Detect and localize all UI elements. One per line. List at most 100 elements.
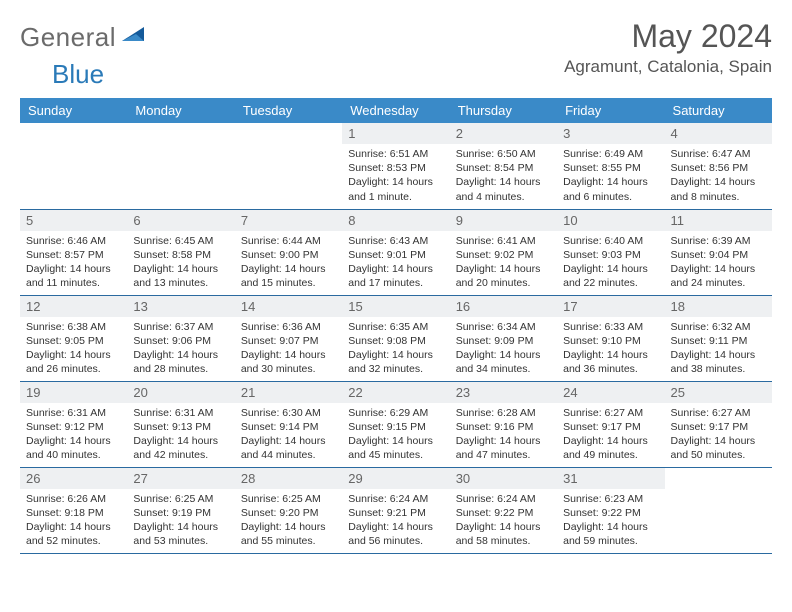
- day-details: Sunrise: 6:36 AMSunset: 9:07 PMDaylight:…: [235, 317, 342, 380]
- calendar-day-cell: 13Sunrise: 6:37 AMSunset: 9:06 PMDayligh…: [127, 295, 234, 381]
- calendar-day-cell: 20Sunrise: 6:31 AMSunset: 9:13 PMDayligh…: [127, 381, 234, 467]
- calendar-day-cell: 21Sunrise: 6:30 AMSunset: 9:14 PMDayligh…: [235, 381, 342, 467]
- day-number: 31: [557, 468, 664, 489]
- weekday-header-row: SundayMondayTuesdayWednesdayThursdayFrid…: [20, 98, 772, 123]
- month-title: May 2024: [564, 18, 772, 55]
- calendar-week-row: ......1Sunrise: 6:51 AMSunset: 8:53 PMDa…: [20, 123, 772, 209]
- weekday-header: Sunday: [20, 98, 127, 123]
- weekday-header: Tuesday: [235, 98, 342, 123]
- calendar-day-cell: 16Sunrise: 6:34 AMSunset: 9:09 PMDayligh…: [450, 295, 557, 381]
- day-number: 24: [557, 382, 664, 403]
- day-details: Sunrise: 6:25 AMSunset: 9:20 PMDaylight:…: [235, 489, 342, 552]
- calendar-day-cell: 29Sunrise: 6:24 AMSunset: 9:21 PMDayligh…: [342, 467, 449, 553]
- day-number: 7: [235, 210, 342, 231]
- calendar-day-cell: 30Sunrise: 6:24 AMSunset: 9:22 PMDayligh…: [450, 467, 557, 553]
- day-number: 28: [235, 468, 342, 489]
- day-details: Sunrise: 6:50 AMSunset: 8:54 PMDaylight:…: [450, 144, 557, 207]
- calendar-day-cell: 6Sunrise: 6:45 AMSunset: 8:58 PMDaylight…: [127, 209, 234, 295]
- day-number: 23: [450, 382, 557, 403]
- day-details: Sunrise: 6:29 AMSunset: 9:15 PMDaylight:…: [342, 403, 449, 466]
- day-number: 2: [450, 123, 557, 144]
- day-number: 3: [557, 123, 664, 144]
- brand-part1: General: [20, 22, 116, 53]
- day-number: 9: [450, 210, 557, 231]
- day-details: Sunrise: 6:30 AMSunset: 9:14 PMDaylight:…: [235, 403, 342, 466]
- calendar-day-cell: 17Sunrise: 6:33 AMSunset: 9:10 PMDayligh…: [557, 295, 664, 381]
- day-details: Sunrise: 6:35 AMSunset: 9:08 PMDaylight:…: [342, 317, 449, 380]
- calendar-week-row: 26Sunrise: 6:26 AMSunset: 9:18 PMDayligh…: [20, 467, 772, 553]
- weekday-header: Monday: [127, 98, 234, 123]
- calendar-day-cell: 7Sunrise: 6:44 AMSunset: 9:00 PMDaylight…: [235, 209, 342, 295]
- day-number: 26: [20, 468, 127, 489]
- calendar-day-cell: 3Sunrise: 6:49 AMSunset: 8:55 PMDaylight…: [557, 123, 664, 209]
- calendar-day-cell: 8Sunrise: 6:43 AMSunset: 9:01 PMDaylight…: [342, 209, 449, 295]
- day-details: Sunrise: 6:46 AMSunset: 8:57 PMDaylight:…: [20, 231, 127, 294]
- brand-triangle-icon: [122, 25, 148, 50]
- day-details: Sunrise: 6:28 AMSunset: 9:16 PMDaylight:…: [450, 403, 557, 466]
- calendar-table: SundayMondayTuesdayWednesdayThursdayFrid…: [20, 98, 772, 554]
- calendar-day-cell: 27Sunrise: 6:25 AMSunset: 9:19 PMDayligh…: [127, 467, 234, 553]
- calendar-day-cell: 22Sunrise: 6:29 AMSunset: 9:15 PMDayligh…: [342, 381, 449, 467]
- day-details: Sunrise: 6:26 AMSunset: 9:18 PMDaylight:…: [20, 489, 127, 552]
- day-number: 15: [342, 296, 449, 317]
- day-number: 29: [342, 468, 449, 489]
- day-number: 11: [665, 210, 772, 231]
- day-number: 1: [342, 123, 449, 144]
- calendar-day-cell: 2Sunrise: 6:50 AMSunset: 8:54 PMDaylight…: [450, 123, 557, 209]
- day-details: Sunrise: 6:25 AMSunset: 9:19 PMDaylight:…: [127, 489, 234, 552]
- location: Agramunt, Catalonia, Spain: [564, 57, 772, 77]
- day-details: Sunrise: 6:31 AMSunset: 9:13 PMDaylight:…: [127, 403, 234, 466]
- day-details: Sunrise: 6:32 AMSunset: 9:11 PMDaylight:…: [665, 317, 772, 380]
- day-number: 16: [450, 296, 557, 317]
- calendar-day-cell: ..: [20, 123, 127, 209]
- day-number: 19: [20, 382, 127, 403]
- calendar-day-cell: 15Sunrise: 6:35 AMSunset: 9:08 PMDayligh…: [342, 295, 449, 381]
- day-number: 12: [20, 296, 127, 317]
- calendar-day-cell: 5Sunrise: 6:46 AMSunset: 8:57 PMDaylight…: [20, 209, 127, 295]
- day-details: Sunrise: 6:44 AMSunset: 9:00 PMDaylight:…: [235, 231, 342, 294]
- calendar-day-cell: ..: [665, 467, 772, 553]
- day-number: 14: [235, 296, 342, 317]
- day-number: 21: [235, 382, 342, 403]
- day-details: Sunrise: 6:31 AMSunset: 9:12 PMDaylight:…: [20, 403, 127, 466]
- day-details: Sunrise: 6:45 AMSunset: 8:58 PMDaylight:…: [127, 231, 234, 294]
- day-number: 25: [665, 382, 772, 403]
- day-number: 18: [665, 296, 772, 317]
- calendar-day-cell: 24Sunrise: 6:27 AMSunset: 9:17 PMDayligh…: [557, 381, 664, 467]
- calendar-week-row: 12Sunrise: 6:38 AMSunset: 9:05 PMDayligh…: [20, 295, 772, 381]
- calendar-day-cell: 10Sunrise: 6:40 AMSunset: 9:03 PMDayligh…: [557, 209, 664, 295]
- calendar-week-row: 19Sunrise: 6:31 AMSunset: 9:12 PMDayligh…: [20, 381, 772, 467]
- calendar-day-cell: ..: [127, 123, 234, 209]
- day-number: 5: [20, 210, 127, 231]
- brand-logo: General: [20, 18, 150, 53]
- day-details: Sunrise: 6:47 AMSunset: 8:56 PMDaylight:…: [665, 144, 772, 207]
- day-details: Sunrise: 6:24 AMSunset: 9:22 PMDaylight:…: [450, 489, 557, 552]
- day-details: Sunrise: 6:38 AMSunset: 9:05 PMDaylight:…: [20, 317, 127, 380]
- calendar-week-row: 5Sunrise: 6:46 AMSunset: 8:57 PMDaylight…: [20, 209, 772, 295]
- day-details: Sunrise: 6:41 AMSunset: 9:02 PMDaylight:…: [450, 231, 557, 294]
- day-number: 4: [665, 123, 772, 144]
- weekday-header: Wednesday: [342, 98, 449, 123]
- calendar-day-cell: 25Sunrise: 6:27 AMSunset: 9:17 PMDayligh…: [665, 381, 772, 467]
- day-details: Sunrise: 6:43 AMSunset: 9:01 PMDaylight:…: [342, 231, 449, 294]
- calendar-day-cell: 26Sunrise: 6:26 AMSunset: 9:18 PMDayligh…: [20, 467, 127, 553]
- day-number: 22: [342, 382, 449, 403]
- calendar-day-cell: 12Sunrise: 6:38 AMSunset: 9:05 PMDayligh…: [20, 295, 127, 381]
- day-number: 10: [557, 210, 664, 231]
- calendar-day-cell: ..: [235, 123, 342, 209]
- day-details: Sunrise: 6:37 AMSunset: 9:06 PMDaylight:…: [127, 317, 234, 380]
- day-details: Sunrise: 6:51 AMSunset: 8:53 PMDaylight:…: [342, 144, 449, 207]
- day-details: Sunrise: 6:27 AMSunset: 9:17 PMDaylight:…: [557, 403, 664, 466]
- calendar-day-cell: 28Sunrise: 6:25 AMSunset: 9:20 PMDayligh…: [235, 467, 342, 553]
- day-details: Sunrise: 6:49 AMSunset: 8:55 PMDaylight:…: [557, 144, 664, 207]
- day-number: 17: [557, 296, 664, 317]
- day-details: Sunrise: 6:34 AMSunset: 9:09 PMDaylight:…: [450, 317, 557, 380]
- day-number: 20: [127, 382, 234, 403]
- calendar-day-cell: 23Sunrise: 6:28 AMSunset: 9:16 PMDayligh…: [450, 381, 557, 467]
- day-details: Sunrise: 6:33 AMSunset: 9:10 PMDaylight:…: [557, 317, 664, 380]
- calendar-day-cell: 11Sunrise: 6:39 AMSunset: 9:04 PMDayligh…: [665, 209, 772, 295]
- weekday-header: Thursday: [450, 98, 557, 123]
- day-details: Sunrise: 6:39 AMSunset: 9:04 PMDaylight:…: [665, 231, 772, 294]
- weekday-header: Saturday: [665, 98, 772, 123]
- calendar-day-cell: 9Sunrise: 6:41 AMSunset: 9:02 PMDaylight…: [450, 209, 557, 295]
